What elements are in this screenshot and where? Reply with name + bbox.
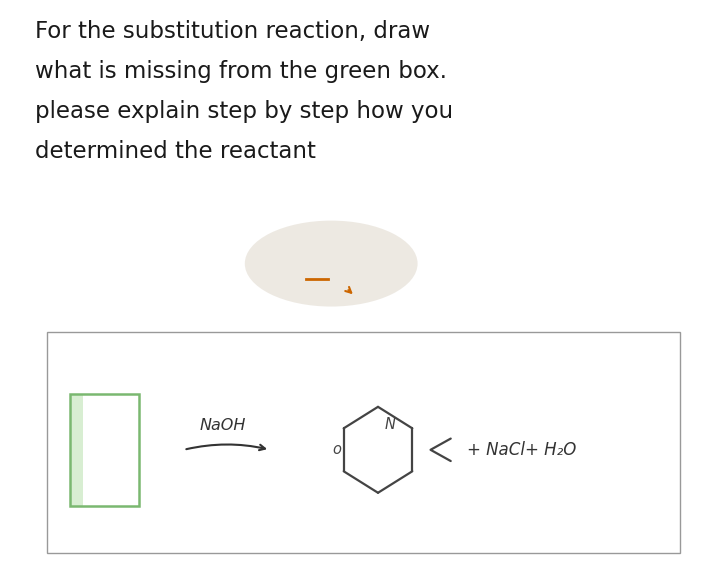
Text: + NaCl+ H₂O: + NaCl+ H₂O (467, 441, 576, 459)
Text: please explain step by step how you: please explain step by step how you (35, 100, 453, 123)
Text: N: N (384, 417, 395, 431)
Text: For the substitution reaction, draw: For the substitution reaction, draw (35, 20, 430, 43)
Ellipse shape (245, 221, 418, 307)
Text: NaOH: NaOH (200, 418, 246, 433)
Text: o: o (332, 442, 341, 457)
Bar (70, 394, 138, 505)
Bar (70, 394, 83, 505)
Bar (47, 332, 680, 553)
Text: what is missing from the green box.: what is missing from the green box. (35, 60, 446, 83)
Text: determined the reactant: determined the reactant (35, 140, 315, 163)
